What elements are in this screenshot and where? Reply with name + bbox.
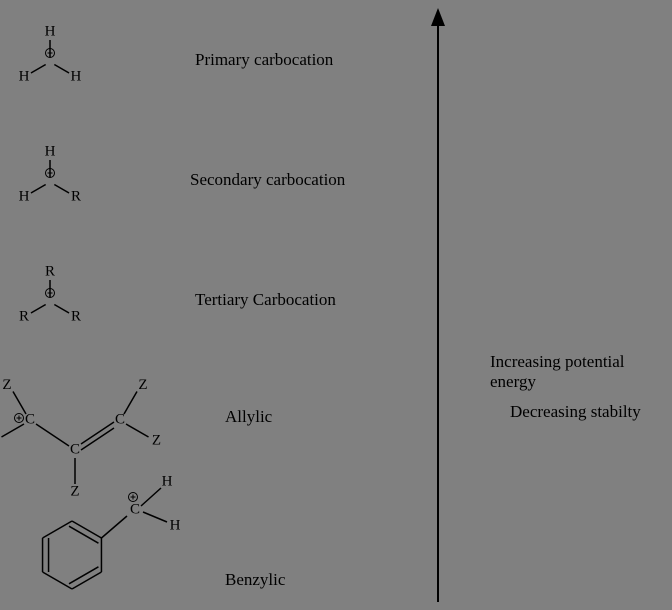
svg-text:Z: Z bbox=[70, 483, 79, 499]
svg-text:H: H bbox=[19, 68, 30, 84]
svg-text:R: R bbox=[45, 263, 55, 279]
svg-text:H: H bbox=[19, 188, 30, 204]
diagram-svg: HHHHHRRRRCCCZZZZZCHH bbox=[0, 0, 672, 610]
svg-text:H: H bbox=[170, 517, 181, 533]
svg-text:R: R bbox=[19, 308, 29, 324]
svg-text:H: H bbox=[45, 143, 56, 159]
svg-text:R: R bbox=[71, 188, 81, 204]
svg-text:R: R bbox=[71, 308, 81, 324]
svg-text:Z: Z bbox=[2, 377, 11, 393]
svg-text:C: C bbox=[130, 501, 140, 517]
svg-text:Z: Z bbox=[138, 377, 147, 393]
svg-text:Z: Z bbox=[152, 432, 161, 448]
svg-text:C: C bbox=[25, 411, 35, 427]
svg-text:H: H bbox=[162, 473, 173, 489]
svg-text:H: H bbox=[45, 23, 56, 39]
svg-text:C: C bbox=[115, 411, 125, 427]
svg-text:H: H bbox=[71, 68, 82, 84]
svg-text:C: C bbox=[70, 441, 80, 457]
